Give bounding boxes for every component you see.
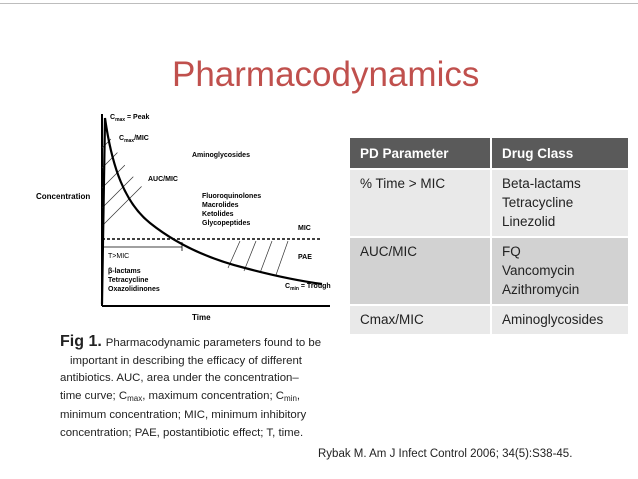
param-cell: Cmax/MIC: [350, 304, 492, 334]
fq-group-line: Macrolides: [202, 202, 239, 209]
caption-line: antibiotics. AUC, area under the concent…: [60, 372, 299, 384]
figure-number: Fig 1.: [60, 333, 102, 350]
figure-caption: Fig 1. Pharmacodynamic parameters found t…: [60, 333, 350, 442]
slide-title: Pharmacodynamics: [172, 55, 480, 94]
peak-label: Cmax = Peak: [110, 114, 150, 123]
tmic-label: T>MIC: [108, 253, 129, 260]
aminoglycosides-label: Aminoglycosides: [192, 152, 250, 159]
drug-class-cell: FQ Vancomycin Azithromycin: [491, 236, 628, 305]
table-row: AUC/MIC FQ Vancomycin Azithromycin: [350, 236, 628, 305]
param-cell: AUC/MIC: [350, 236, 492, 305]
pd-parameter-table: PD Parameter Drug Class % Time > MIC Bet…: [350, 138, 628, 334]
citation: Rybak M. Am J Infect Control 2006; 34(5)…: [318, 448, 573, 460]
drug-class-cell: Aminoglycosides: [491, 304, 628, 334]
caption-line: concentration; PAE, postantibiotic effec…: [60, 426, 304, 439]
top-rule: [0, 3, 638, 4]
auc-mic-label: AUC/MIC: [148, 176, 178, 183]
betalactam-group-line: Tetracycline: [108, 277, 148, 284]
betalactam-group-line: β-lactams: [108, 268, 141, 275]
betalactam-group-line: Oxazolidinones: [108, 286, 160, 293]
drug-class-cell: Beta-lactams Tetracycline Linezolid: [491, 168, 628, 237]
table-row: % Time > MIC Beta-lactams Tetracycline L…: [350, 168, 628, 237]
caption-line: minimum concentration; MIC, minimum inhi…: [60, 409, 307, 421]
table-header-row: PD Parameter Drug Class: [350, 138, 628, 169]
pharmacodynamics-diagram: Cmax = Peak Cmax/MIC Aminoglycosides AUC…: [36, 114, 331, 322]
caption-line: Fig 1. Pharmacodynamic parameters found t…: [60, 333, 322, 350]
y-axis-label: Concentration: [36, 192, 90, 201]
trough-label: Cmin = Trough: [285, 283, 331, 292]
table-row: Cmax/MIC Aminoglycosides: [350, 304, 628, 334]
mic-label: MIC: [298, 225, 311, 232]
fq-group-line: Fluoroquinolones: [202, 193, 261, 200]
caption-line: important in describing the efficacy of …: [70, 354, 302, 367]
param-cell: % Time > MIC: [350, 168, 492, 237]
fq-group-line: Ketolides: [202, 211, 234, 218]
cmax-mic-label: Cmax/MIC: [119, 135, 149, 144]
x-axis-label: Time: [192, 313, 211, 322]
table-header-cell: PD Parameter: [350, 138, 492, 169]
concentration-curve: [100, 117, 323, 305]
caption-line: time curve; Cmax, maximum concentration;…: [60, 389, 301, 403]
pae-hatching: [227, 240, 289, 276]
table-header-cell: Drug Class: [491, 138, 628, 169]
fq-group-line: Glycopeptides: [202, 220, 250, 227]
pae-label: PAE: [298, 254, 312, 261]
